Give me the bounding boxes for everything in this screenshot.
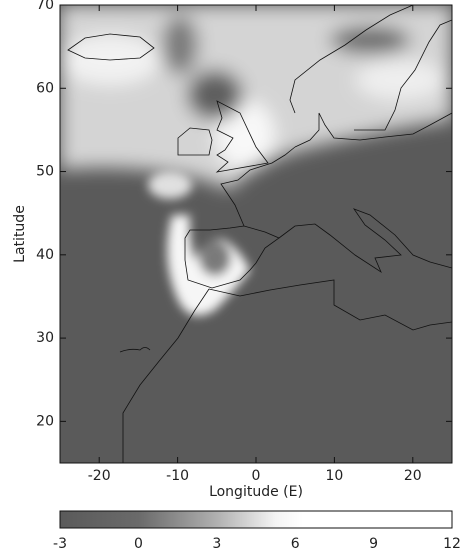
- y-tick-label: 20: [36, 413, 54, 429]
- axes: -20 -10 0 10 20 20 30 40 50 60 70 -3 0 3 6 9 12: [36, 0, 461, 552]
- colorbar-tick-label: 6: [291, 536, 300, 552]
- y-tick-label: 30: [36, 330, 54, 346]
- colorbar-tick-label: 12: [443, 536, 461, 552]
- x-tick-label: -20: [88, 468, 111, 484]
- y-tick-label: 50: [36, 164, 54, 180]
- colorbar: [59, 510, 453, 529]
- y-tick-label: 70: [36, 0, 54, 13]
- colorbar-tick-label: 9: [369, 536, 378, 552]
- x-tick-label: 0: [252, 468, 261, 484]
- colorbar-tick-label: 0: [134, 536, 143, 552]
- y-tick-label: 40: [36, 247, 54, 263]
- x-tick-label: 20: [404, 468, 422, 484]
- colorbar-tick-label: -3: [53, 536, 67, 552]
- field: [60, 5, 452, 463]
- x-tick-label: 10: [325, 468, 343, 484]
- y-tick-label: 60: [36, 80, 54, 96]
- y-axis-label: Latitude: [12, 205, 28, 263]
- x-tick-label: -10: [166, 468, 189, 484]
- colorbar-tick-label: 3: [212, 536, 221, 552]
- coastlines: [67, 5, 452, 463]
- x-axis-label: Longitude (E): [209, 484, 303, 500]
